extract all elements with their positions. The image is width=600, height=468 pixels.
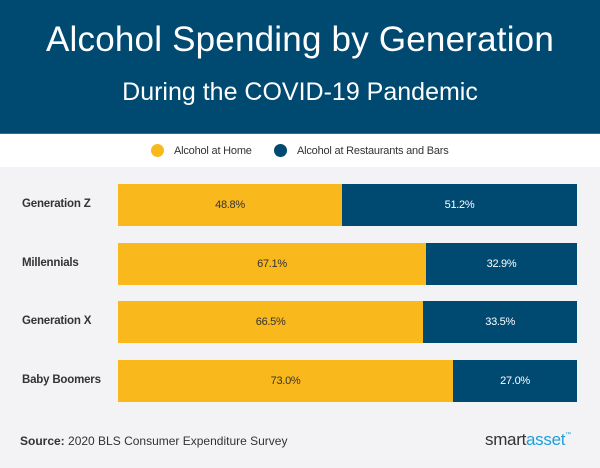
bar-segment-restaurants: 33.5% xyxy=(423,301,577,343)
data-label: 33.5% xyxy=(485,316,515,328)
data-label: 66.5% xyxy=(255,316,286,328)
logo-asset: asset xyxy=(526,430,566,449)
stacked-bar-chart: Generation Z 48.8% 51.2% Millennials 67.1% 32… xyxy=(0,167,600,407)
chart-subtitle: During the COVID-19 Pandemic xyxy=(122,78,478,106)
data-label: 27.0% xyxy=(500,375,530,387)
bar-segment-home: 66.5% xyxy=(118,301,424,343)
source-note: Source: 2020 BLS Consumer Expenditure Su… xyxy=(20,434,287,448)
legend-swatch-restaurants-icon xyxy=(274,144,287,157)
data-label: 51.2% xyxy=(444,199,475,211)
category-label: Generation X xyxy=(22,315,92,327)
legend: Alcohol at Home Alcohol at Restaurants a… xyxy=(0,134,600,167)
data-label: 48.8% xyxy=(215,199,245,211)
legend-item-home: Alcohol at Home xyxy=(151,134,252,167)
bar-segment-restaurants: 51.2% xyxy=(341,184,577,226)
category-label: Generation Z xyxy=(22,198,91,210)
category-label: Millennials xyxy=(22,257,79,269)
legend-label-restaurants: Alcohol at Restaurants and Bars xyxy=(297,144,449,157)
bar-segment-home: 67.1% xyxy=(118,243,426,285)
logo-smart: smart xyxy=(485,430,527,449)
bar-segment-restaurants: 27.0% xyxy=(453,360,577,402)
source-text: 2020 BLS Consumer Expenditure Survey xyxy=(64,434,288,448)
logo-trademark: ™ xyxy=(565,432,571,438)
data-label: 67.1% xyxy=(257,258,287,270)
smartasset-logo: smartasset™ xyxy=(485,430,571,450)
legend-label-home: Alcohol at Home xyxy=(174,144,252,157)
chart-title: Alcohol Spending by Generation xyxy=(45,20,554,59)
data-label: 32.9% xyxy=(486,258,517,270)
legend-item-restaurants: Alcohol at Restaurants and Bars xyxy=(274,134,449,167)
bar-segment-home: 73.0% xyxy=(118,360,454,402)
chart-header: Alcohol Spending by Generation During th… xyxy=(0,0,600,134)
legend-swatch-home-icon xyxy=(151,144,164,157)
bar-segment-home: 48.8% xyxy=(118,184,342,226)
source-label: Source: xyxy=(20,434,65,448)
bar-segment-restaurants: 32.9% xyxy=(425,243,577,285)
category-label: Baby Boomers xyxy=(22,374,101,386)
data-label: 73.0% xyxy=(270,375,301,387)
